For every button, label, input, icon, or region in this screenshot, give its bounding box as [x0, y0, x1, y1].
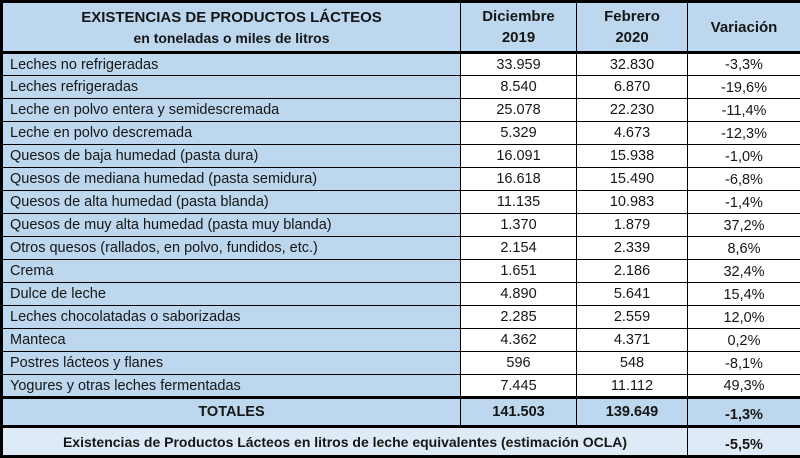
table-row: Leches chocolatadas o saborizadas 2.285 …	[2, 306, 800, 329]
value-variation: 32,4%	[688, 260, 800, 283]
table-row: Quesos de baja humedad (pasta dura) 16.0…	[2, 145, 800, 168]
footer-row: Existencias de Productos Lácteos en litr…	[2, 427, 800, 457]
totals-feb2020: 139.649	[577, 398, 688, 427]
header-col-febrero: Febrero 2020	[577, 2, 688, 53]
value-dec2019: 2.285	[461, 306, 577, 329]
table-row: Leches refrigeradas 8.540 6.870 -19,6%	[2, 76, 800, 99]
value-dec2019: 33.959	[461, 53, 577, 76]
header-col-variacion: Variación	[688, 2, 800, 53]
value-feb2020: 1.879	[577, 214, 688, 237]
footer-variation: -5,5%	[688, 427, 800, 457]
value-dec2019: 4.362	[461, 329, 577, 352]
value-variation: -12,3%	[688, 122, 800, 145]
value-dec2019: 1.651	[461, 260, 577, 283]
totals-dec2019: 141.503	[461, 398, 577, 427]
value-feb2020: 548	[577, 352, 688, 375]
value-variation: -6,8%	[688, 168, 800, 191]
value-feb2020: 5.641	[577, 283, 688, 306]
value-feb2020: 6.870	[577, 76, 688, 99]
value-variation: -19,6%	[688, 76, 800, 99]
row-label: Leches no refrigeradas	[2, 53, 461, 76]
row-label: Postres lácteos y flanes	[2, 352, 461, 375]
totals-variation: -1,3%	[688, 398, 800, 427]
value-feb2020: 32.830	[577, 53, 688, 76]
value-variation: 37,2%	[688, 214, 800, 237]
value-variation: 0,2%	[688, 329, 800, 352]
table-row: Leches no refrigeradas 33.959 32.830 -3,…	[2, 53, 800, 76]
value-feb2020: 22.230	[577, 99, 688, 122]
totals-label: TOTALES	[2, 398, 461, 427]
row-label: Dulce de leche	[2, 283, 461, 306]
table-body: Leches no refrigeradas 33.959 32.830 -3,…	[2, 53, 800, 457]
value-feb2020: 10.983	[577, 191, 688, 214]
value-feb2020: 2.559	[577, 306, 688, 329]
row-label: Quesos de alta humedad (pasta blanda)	[2, 191, 461, 214]
row-label: Quesos de muy alta humedad (pasta muy bl…	[2, 214, 461, 237]
value-dec2019: 596	[461, 352, 577, 375]
row-label: Yogures y otras leches fermentadas	[2, 375, 461, 398]
table-subtitle: en toneladas o miles de litros	[3, 28, 460, 48]
value-variation: -8,1%	[688, 352, 800, 375]
table-row: Quesos de alta humedad (pasta blanda) 11…	[2, 191, 800, 214]
value-feb2020: 2.339	[577, 237, 688, 260]
value-variation: 12,0%	[688, 306, 800, 329]
row-label: Quesos de baja humedad (pasta dura)	[2, 145, 461, 168]
header-title-cell: EXISTENCIAS DE PRODUCTOS LÁCTEOS en tone…	[2, 2, 461, 53]
table-header: EXISTENCIAS DE PRODUCTOS LÁCTEOS en tone…	[2, 2, 800, 53]
value-dec2019: 11.135	[461, 191, 577, 214]
footer-label: Existencias de Productos Lácteos en litr…	[2, 427, 688, 457]
value-variation: -1,0%	[688, 145, 800, 168]
table-row: Dulce de leche 4.890 5.641 15,4%	[2, 283, 800, 306]
value-feb2020: 11.112	[577, 375, 688, 398]
value-feb2020: 2.186	[577, 260, 688, 283]
table-row: Crema 1.651 2.186 32,4%	[2, 260, 800, 283]
row-label: Leche en polvo descremada	[2, 122, 461, 145]
value-feb2020: 4.673	[577, 122, 688, 145]
value-variation: -11,4%	[688, 99, 800, 122]
value-variation: 8,6%	[688, 237, 800, 260]
value-feb2020: 4.371	[577, 329, 688, 352]
table-row: Yogures y otras leches fermentadas 7.445…	[2, 375, 800, 398]
table-row: Leche en polvo descremada 5.329 4.673 -1…	[2, 122, 800, 145]
header-row: EXISTENCIAS DE PRODUCTOS LÁCTEOS en tone…	[2, 2, 800, 53]
value-dec2019: 25.078	[461, 99, 577, 122]
row-label: Leches chocolatadas o saborizadas	[2, 306, 461, 329]
value-dec2019: 16.618	[461, 168, 577, 191]
value-dec2019: 5.329	[461, 122, 577, 145]
table-row: Leche en polvo entera y semidescremada 2…	[2, 99, 800, 122]
table-row: Quesos de mediana humedad (pasta semidur…	[2, 168, 800, 191]
value-dec2019: 1.370	[461, 214, 577, 237]
row-label: Leche en polvo entera y semidescremada	[2, 99, 461, 122]
value-dec2019: 4.890	[461, 283, 577, 306]
header-col-diciembre: Diciembre 2019	[461, 2, 577, 53]
row-label: Otros quesos (rallados, en polvo, fundid…	[2, 237, 461, 260]
value-variation: 15,4%	[688, 283, 800, 306]
table-title: EXISTENCIAS DE PRODUCTOS LÁCTEOS	[3, 7, 460, 28]
table-row: Otros quesos (rallados, en polvo, fundid…	[2, 237, 800, 260]
value-feb2020: 15.490	[577, 168, 688, 191]
value-dec2019: 16.091	[461, 145, 577, 168]
row-label: Leches refrigeradas	[2, 76, 461, 99]
value-dec2019: 7.445	[461, 375, 577, 398]
value-variation: -3,3%	[688, 53, 800, 76]
value-feb2020: 15.938	[577, 145, 688, 168]
value-dec2019: 8.540	[461, 76, 577, 99]
row-label: Quesos de mediana humedad (pasta semidur…	[2, 168, 461, 191]
row-label: Crema	[2, 260, 461, 283]
table-row: Postres lácteos y flanes 596 548 -8,1%	[2, 352, 800, 375]
totals-row: TOTALES 141.503 139.649 -1,3%	[2, 398, 800, 427]
row-label: Manteca	[2, 329, 461, 352]
value-dec2019: 2.154	[461, 237, 577, 260]
table-row: Manteca 4.362 4.371 0,2%	[2, 329, 800, 352]
value-variation: -1,4%	[688, 191, 800, 214]
table-row: Quesos de muy alta humedad (pasta muy bl…	[2, 214, 800, 237]
value-variation: 49,3%	[688, 375, 800, 398]
